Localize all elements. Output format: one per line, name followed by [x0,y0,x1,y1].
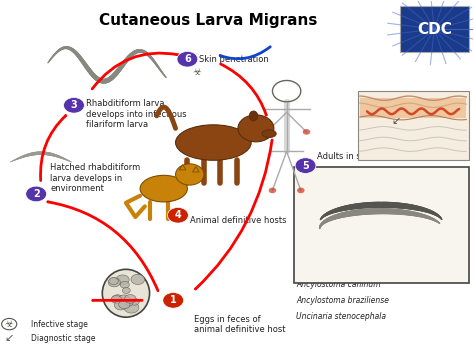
FancyArrowPatch shape [220,47,270,59]
Circle shape [122,288,130,293]
Circle shape [131,274,145,284]
Text: ☣: ☣ [192,67,201,77]
FancyBboxPatch shape [360,98,466,118]
Circle shape [114,300,127,310]
Polygon shape [179,164,186,170]
Text: Cutaneous Larva Migrans: Cutaneous Larva Migrans [100,13,318,28]
Text: Infective stage: Infective stage [31,320,88,329]
Circle shape [125,300,133,306]
Circle shape [125,294,136,303]
Circle shape [238,115,274,142]
Ellipse shape [249,111,258,121]
Circle shape [111,295,121,303]
Text: Adults in small intestine: Adults in small intestine [318,152,419,161]
FancyBboxPatch shape [400,6,469,52]
Text: ↙: ↙ [5,333,14,343]
Circle shape [175,164,204,185]
Text: ↙: ↙ [391,116,401,126]
Text: 3: 3 [71,100,77,110]
Circle shape [167,208,188,223]
Text: 2: 2 [33,189,39,199]
Circle shape [130,298,139,305]
Circle shape [269,188,276,193]
Text: 5: 5 [302,161,309,171]
Text: ☣: ☣ [5,319,14,329]
Ellipse shape [102,269,150,317]
Text: Ancylostoma braziliense: Ancylostoma braziliense [296,296,389,305]
FancyArrowPatch shape [48,202,158,291]
Text: Uncinaria stenocephala: Uncinaria stenocephala [296,312,386,321]
Circle shape [112,295,123,303]
Circle shape [124,302,139,313]
Text: Rhabditiform larva
develops into infectious
filariform larva: Rhabditiform larva develops into infecti… [86,99,186,129]
Text: 4: 4 [174,210,181,220]
Circle shape [118,300,130,309]
Circle shape [297,188,305,193]
Text: Skin penetration: Skin penetration [199,55,269,64]
Text: Ancylostoma caninum: Ancylostoma caninum [296,280,381,289]
Circle shape [109,277,118,285]
Text: Diagnostic stage: Diagnostic stage [31,334,96,343]
Ellipse shape [140,176,187,202]
Circle shape [303,129,310,135]
Text: 6: 6 [184,54,191,64]
FancyBboxPatch shape [294,167,469,283]
Text: Hatched rhabditiform
larva develops in
environment: Hatched rhabditiform larva develops in e… [50,163,141,193]
Circle shape [263,129,271,135]
Circle shape [108,278,120,287]
FancyArrowPatch shape [40,116,66,180]
Circle shape [124,300,133,307]
Circle shape [118,295,130,304]
Circle shape [177,51,198,67]
Circle shape [120,281,129,288]
Polygon shape [192,167,199,172]
FancyArrowPatch shape [92,53,178,89]
Circle shape [295,158,316,173]
Text: Migration of larvae
through skin: Migration of larvae through skin [379,99,452,119]
FancyArrowPatch shape [220,64,266,115]
Text: CDC: CDC [417,22,452,37]
Circle shape [64,98,84,113]
Text: 1: 1 [170,295,177,305]
FancyArrowPatch shape [196,140,272,289]
Circle shape [26,186,46,202]
Ellipse shape [175,125,251,160]
Text: Eggs in feces of
animal definitive host: Eggs in feces of animal definitive host [194,314,286,334]
FancyBboxPatch shape [357,91,469,160]
Text: Animal definitive hosts: Animal definitive hosts [190,216,286,225]
Ellipse shape [262,130,276,137]
Circle shape [163,293,183,308]
Circle shape [116,275,129,285]
